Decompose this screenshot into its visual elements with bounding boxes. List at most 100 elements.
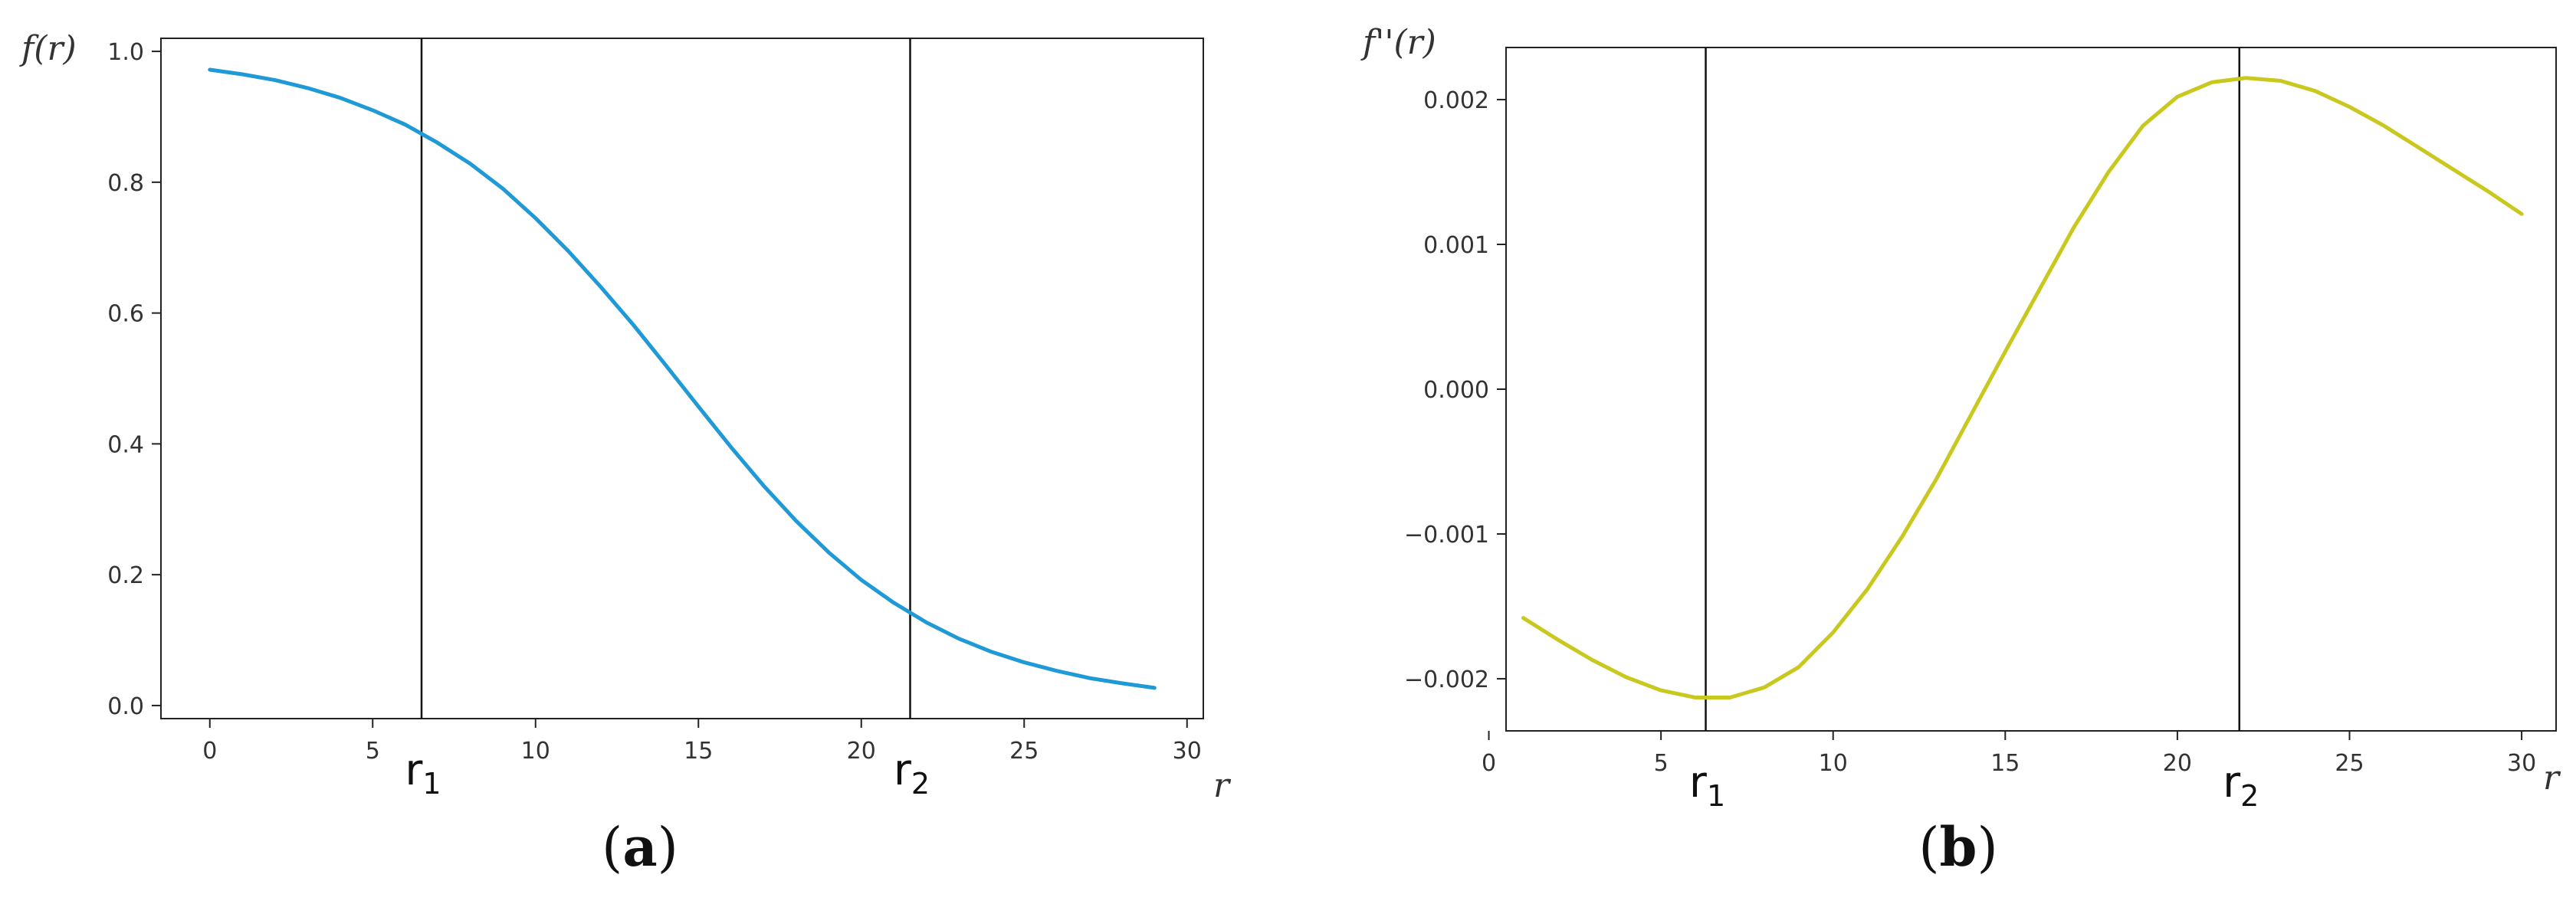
panel-b-series-0-point-6 xyxy=(1728,696,1732,699)
panel-a-series-0-point-0 xyxy=(208,68,212,72)
panel-a-y-tick-label-2: 0.4 xyxy=(107,431,144,458)
panel-a-series-0-point-23 xyxy=(957,637,961,640)
panel-b-series-0-point-15 xyxy=(2038,287,2042,291)
panel-b-vline-label-1: r2 xyxy=(2223,758,2259,813)
panel-b-series-0-point-4 xyxy=(1659,689,1663,693)
panel-a-series-0-point-24 xyxy=(989,650,993,653)
panel-a-series-0-point-11 xyxy=(566,249,570,253)
panel-a-series-0-point-17 xyxy=(762,484,766,488)
panel-b-series-0-point-21 xyxy=(2244,76,2248,80)
panel-a-y-tick-label-1: 0.2 xyxy=(107,562,144,589)
panel-a-series-0-point-2 xyxy=(273,78,277,82)
panel-b-y-tick-label-0: −0.002 xyxy=(1404,667,1489,693)
panel-b-series-0-point-11 xyxy=(1900,535,1904,539)
panel-a-series-0-point-29 xyxy=(1153,686,1157,689)
panel-b-series-0-point-16 xyxy=(2072,225,2076,229)
panel-b-y-axis-label: f''(r) xyxy=(1360,23,1436,62)
panel-a-series-0-point-28 xyxy=(1120,681,1124,685)
panel-a-series-0-point-3 xyxy=(306,86,310,90)
panel-b-x-tick-label-1: 5 xyxy=(1654,750,1669,777)
panel-a-series-line-0 xyxy=(208,67,1157,690)
panel-b-y-tick-label-2: 0.000 xyxy=(1423,377,1489,404)
panel-a-series-0-point-15 xyxy=(697,405,701,408)
panel-b-series-0-point-22 xyxy=(2279,79,2282,83)
panel-a-series-0-point-12 xyxy=(599,285,602,289)
panel-a-series-0-point-9 xyxy=(501,187,505,191)
panel-a-series-0-point-8 xyxy=(468,162,472,165)
panel-b-series-0-point-23 xyxy=(2313,89,2317,93)
panel-a-series-0-point-7 xyxy=(436,141,440,145)
panel-b-series-0-point-26 xyxy=(2417,146,2420,149)
panel-a-series-0-point-14 xyxy=(664,363,668,367)
panel-a-y-tick-label-5: 1.0 xyxy=(107,39,144,66)
panel-a-y-tick-label-0: 0.0 xyxy=(107,693,144,720)
panel-b-series-0-point-12 xyxy=(1934,477,1938,481)
panel-b-series-0-point-8 xyxy=(1797,665,1800,669)
panel-b: 0 5 10 15 20 25 30 −0.002 −0.001 0.000 0.001 0.002 r… xyxy=(1360,23,2561,879)
panel-b-x-tick-label-6: 30 xyxy=(2507,750,2536,777)
panel-b-series-0-point-9 xyxy=(1831,631,1835,634)
panel-b-y-tick-label-1: −0.001 xyxy=(1404,522,1489,549)
panel-b-series-0-point-27 xyxy=(2451,167,2455,171)
panel-a-series-0-point-26 xyxy=(1055,669,1058,673)
panel-a-series-0-point-25 xyxy=(1022,660,1026,664)
panel-b-caption-label: (b) xyxy=(1918,815,1998,879)
panel-a-series-0-point-1 xyxy=(241,73,244,77)
panel-a-x-tick-label-6: 30 xyxy=(1173,738,1202,765)
panel-a-x-tick-label-3: 15 xyxy=(684,738,713,765)
panel-a-series-0-point-20 xyxy=(859,578,863,582)
panel-a-series-0-point-10 xyxy=(533,216,537,220)
panel-b-series-0-point-0 xyxy=(1521,616,1525,620)
panel-b-series-0-point-3 xyxy=(1625,676,1629,680)
panel-a-y-tick-label-3: 0.6 xyxy=(107,301,144,328)
panel-a-y-axis-label: f(r) xyxy=(19,29,77,68)
panel-a-caption-label: (a) xyxy=(602,815,678,879)
panel-a-series-0-point-27 xyxy=(1088,676,1091,680)
panel-b-series-0-point-2 xyxy=(1590,658,1594,662)
panel-b-series-0-point-18 xyxy=(2141,124,2145,128)
panel-b-axes-frame xyxy=(1505,47,2557,732)
panel-a-y-tick-label-4: 0.8 xyxy=(107,170,144,197)
panel-b-series-0-point-28 xyxy=(2486,189,2489,193)
panel-a-x-tick-label-5: 25 xyxy=(1009,738,1039,765)
panel-a-series-0-point-22 xyxy=(924,621,928,624)
panel-b-series-0-point-25 xyxy=(2382,124,2386,128)
panel-b-series-0-point-19 xyxy=(2175,95,2179,99)
panel-b-series-0-point-13 xyxy=(1969,414,1973,418)
panel-b-series-line-0 xyxy=(1521,76,2524,699)
panel-a-series-0-point-19 xyxy=(827,551,831,555)
panel-b-vline-label-0: r1 xyxy=(1689,758,1725,813)
panel-a-series-0-point-4 xyxy=(338,96,342,100)
panel-b-series-0-point-20 xyxy=(2210,80,2213,84)
panel-a-vline-label-0: r1 xyxy=(405,745,441,801)
panel-b-y-tick-label-3: 0.001 xyxy=(1423,232,1489,259)
panel-a-x-tick-label-0: 0 xyxy=(202,738,217,765)
panel-b-x-tick-label-0: 0 xyxy=(1482,750,1496,777)
panel-b-x-tick-label-2: 10 xyxy=(1819,750,1848,777)
panel-a-series-0-point-13 xyxy=(632,323,635,327)
panel-b-series-0-point-5 xyxy=(1694,696,1698,699)
panel-b-x-tick-label-5: 25 xyxy=(2335,750,2364,777)
panel-b-x-tick-label-4: 20 xyxy=(2163,750,2192,777)
panel-a-x-axis-label: r xyxy=(1213,766,1232,805)
panel-a-axes-frame xyxy=(160,38,1204,719)
panel-b-x-axis-label: r xyxy=(2543,758,2561,798)
panel-a-x-tick-label-2: 10 xyxy=(521,738,550,765)
panel-b-series-0-point-1 xyxy=(1556,637,1560,641)
panel-b-series-0-point-10 xyxy=(1866,587,1869,591)
panel-b-y-tick-label-4: 0.002 xyxy=(1423,87,1489,114)
panel-b-x-tick-label-3: 15 xyxy=(1990,750,2020,777)
panel-b-series-0-point-7 xyxy=(1762,686,1766,689)
panel-a-series-0-point-5 xyxy=(371,108,375,112)
panel-b-series-0-point-29 xyxy=(2520,212,2524,216)
panel-a-series-0-point-18 xyxy=(794,519,798,523)
panel-b-series-0-point-24 xyxy=(2348,105,2351,109)
panel-a-series-0-point-21 xyxy=(892,601,896,604)
panel-a: 0 5 10 15 20 25 30 0.0 0.2 0.4 0.6 0.8 1.0 r1 r2 f(r) r (… xyxy=(19,29,1232,879)
panel-b-series-0-point-17 xyxy=(2107,170,2111,174)
panel-b-series-0-point-14 xyxy=(2003,349,2007,353)
panel-a-x-tick-label-1: 5 xyxy=(366,738,380,765)
panel-a-vline-label-1: r2 xyxy=(894,745,930,801)
panel-a-series-0-point-6 xyxy=(403,123,407,126)
